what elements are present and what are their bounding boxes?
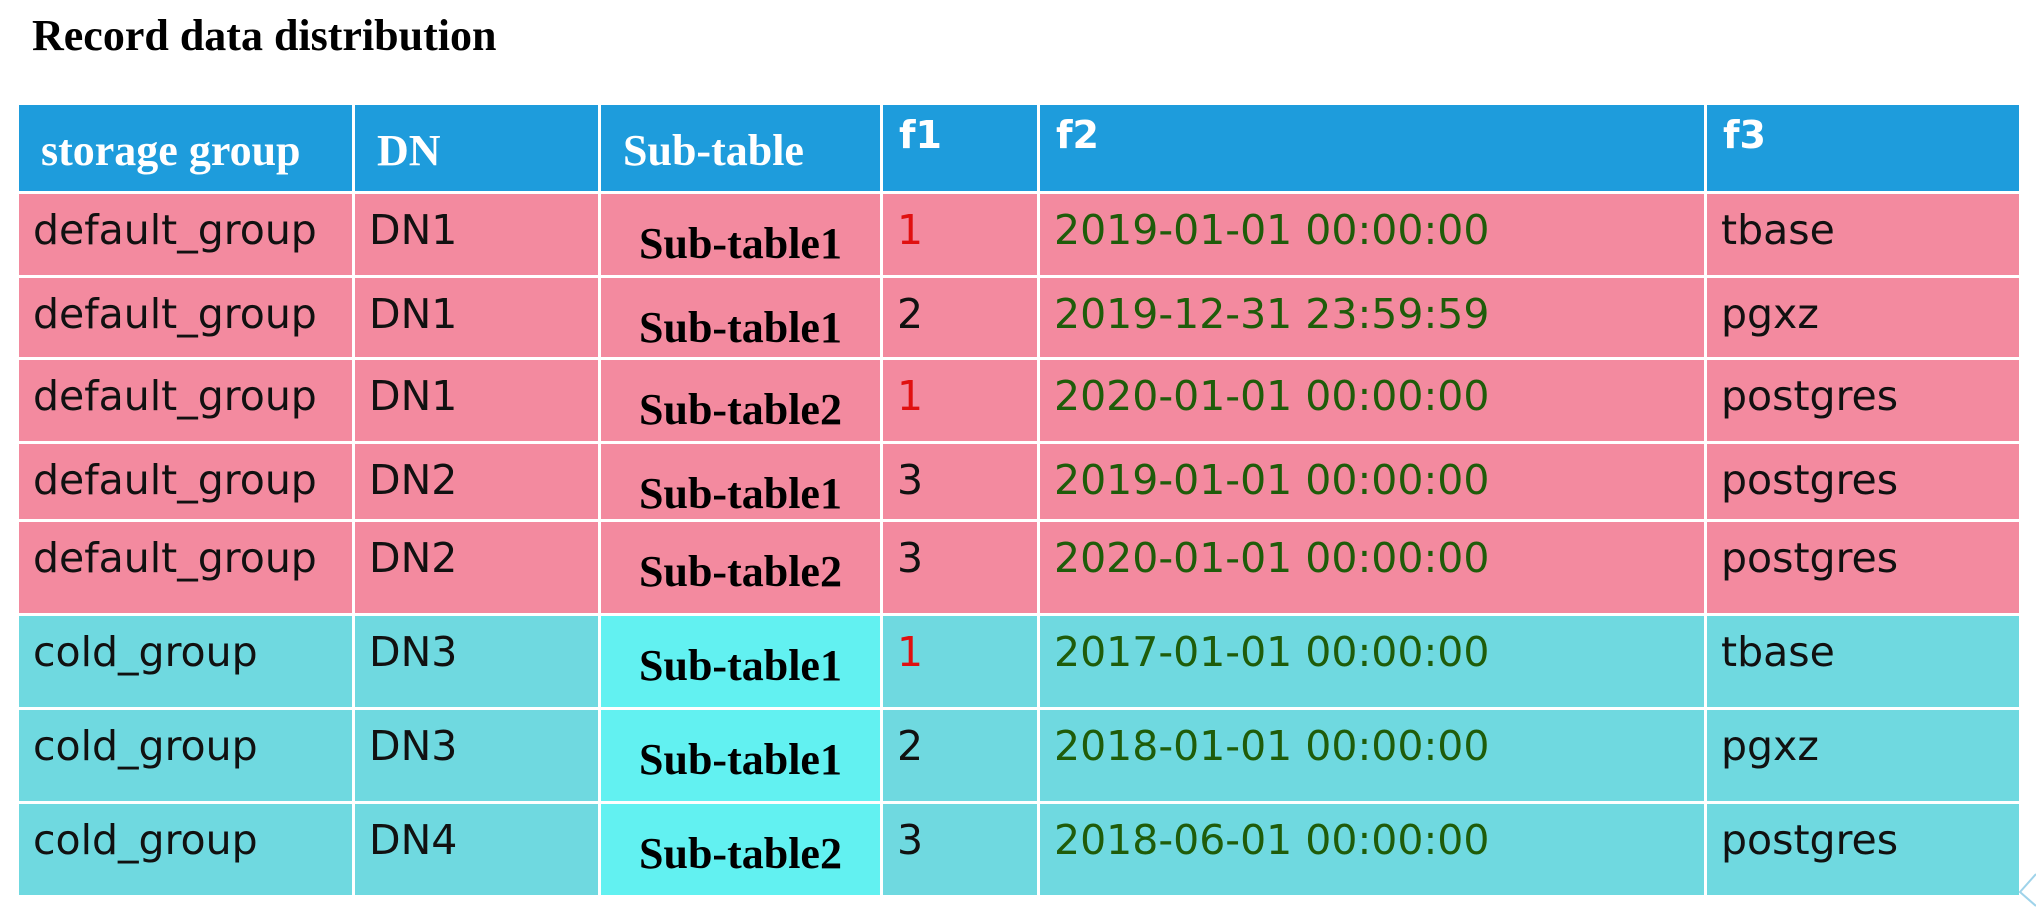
cell-sub-table: Sub-table1 [598,707,883,804]
cell-sub-table: Sub-table2 [598,357,883,444]
cell-f1: 1 [880,191,1040,278]
cell-storage-group: cold_group [16,801,355,898]
cell-f1: 3 [880,801,1040,898]
cell-f3: tbase [1704,191,2022,278]
column-header-f2: f2 [1037,102,1707,194]
cell-sub-table: Sub-table2 [598,801,883,898]
cell-f1: 1 [880,613,1040,710]
table-row: default_group DN2 Sub-table1 3 2019-01-0… [16,441,2022,522]
table-row: default_group DN1 Sub-table2 1 2020-01-0… [16,357,2022,444]
cell-storage-group: cold_group [16,707,355,804]
table-header-row: storage group DN Sub-table f1 f2 f3 [16,102,2022,194]
cell-storage-group: default_group [16,357,355,444]
column-header-sub-table: Sub-table [598,102,883,194]
cell-f3: postgres [1704,357,2022,444]
table-row: cold_group DN3 Sub-table1 1 2017-01-01 0… [16,613,2022,710]
cell-f1: 2 [880,275,1040,360]
cell-storage-group: default_group [16,441,355,522]
cell-f2: 2020-01-01 00:00:00 [1037,519,1707,616]
cell-dn: DN1 [352,275,601,360]
column-header-storage-group: storage group [16,102,355,194]
cell-f1: 3 [880,441,1040,522]
cell-f2: 2018-01-01 00:00:00 [1037,707,1707,804]
cell-storage-group: cold_group [16,613,355,710]
cell-dn: DN3 [352,613,601,710]
cell-sub-table: Sub-table1 [598,613,883,710]
table-row: cold_group DN4 Sub-table2 3 2018-06-01 0… [16,801,2022,898]
cell-sub-table: Sub-table1 [598,441,883,522]
table-row: default_group DN1 Sub-table1 1 2019-01-0… [16,191,2022,278]
cell-sub-table: Sub-table2 [598,519,883,616]
cell-dn: DN1 [352,191,601,278]
cell-f2: 2017-01-01 00:00:00 [1037,613,1707,710]
cell-f2: 2019-01-01 00:00:00 [1037,191,1707,278]
cell-f1: 1 [880,357,1040,444]
cell-f1: 2 [880,707,1040,804]
cell-f3: postgres [1704,519,2022,616]
distribution-table: storage group DN Sub-table f1 f2 f3 defa… [16,102,2022,898]
table-row: cold_group DN3 Sub-table1 2 2018-01-01 0… [16,707,2022,804]
cell-f3: pgxz [1704,707,2022,804]
cell-f3: tbase [1704,613,2022,710]
column-header-f1: f1 [880,102,1040,194]
table-row: default_group DN2 Sub-table2 3 2020-01-0… [16,519,2022,616]
cell-f2: 2019-01-01 00:00:00 [1037,441,1707,522]
cell-dn: DN3 [352,707,601,804]
cell-dn: DN4 [352,801,601,898]
cell-storage-group: default_group [16,519,355,616]
cell-storage-group: default_group [16,275,355,360]
cell-sub-table: Sub-table1 [598,191,883,278]
table-row: default_group DN1 Sub-table1 2 2019-12-3… [16,275,2022,360]
cell-dn: DN2 [352,519,601,616]
cell-dn: DN2 [352,441,601,522]
corner-decoration-icon [2018,873,2036,907]
page-title: Record data distribution [32,11,497,60]
column-header-dn: DN [352,102,601,194]
cell-f3: postgres [1704,801,2022,898]
cell-f3: postgres [1704,441,2022,522]
cell-f3: pgxz [1704,275,2022,360]
cell-storage-group: default_group [16,191,355,278]
cell-dn: DN1 [352,357,601,444]
cell-f2: 2018-06-01 00:00:00 [1037,801,1707,898]
column-header-f3: f3 [1704,102,2022,194]
cell-sub-table: Sub-table1 [598,275,883,360]
cell-f2: 2019-12-31 23:59:59 [1037,275,1707,360]
cell-f1: 3 [880,519,1040,616]
cell-f2: 2020-01-01 00:00:00 [1037,357,1707,444]
